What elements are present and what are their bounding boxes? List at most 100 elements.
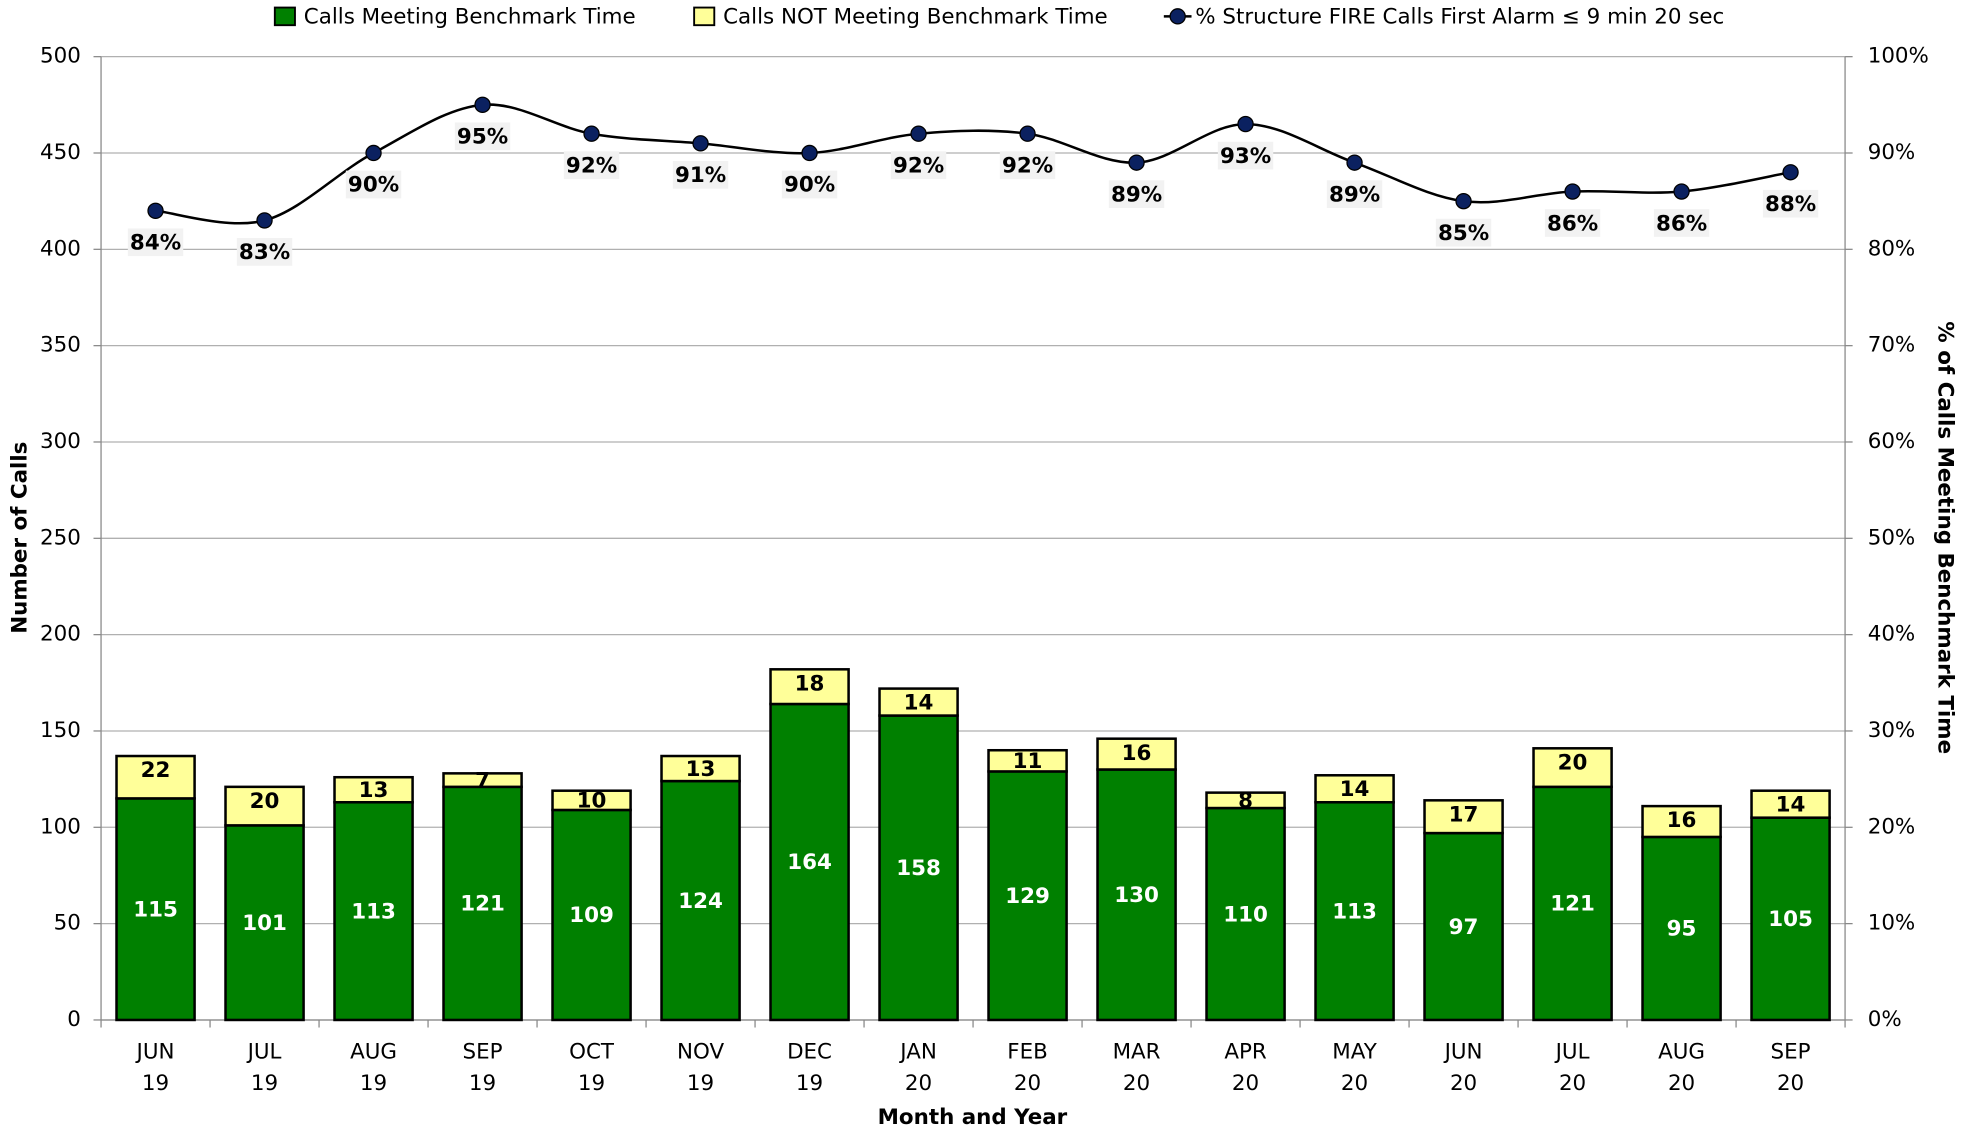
data-label: 20 [250,789,280,814]
marker [1673,183,1690,200]
data-label: 130 [1114,883,1159,908]
y-tick-label: 200 [40,622,81,647]
legend-swatch [273,6,296,27]
x-tick-label-line: 20 [1559,1071,1586,1096]
data-label-bg [454,122,511,151]
x-tick-label-line: 19 [251,1071,278,1096]
data-label: 115 [133,897,178,922]
y-tick-label: 150 [40,718,81,743]
data-label: 90% [348,173,399,198]
data-label-bg [1326,180,1383,208]
bar-segment [1641,804,1722,839]
marker [1237,115,1254,133]
bar-segment [224,824,305,1022]
marker [1782,164,1799,181]
bar-segment [987,770,1068,1022]
data-label: 16 [1122,741,1152,766]
x-tick-label: JUL 20 [1554,1040,1590,1096]
bar-segment [769,702,850,1022]
y2-tick-label: 70% [1868,333,1916,358]
bar-segment [551,789,632,812]
bar-segment [878,687,959,717]
x-tick-label-line: 19 [360,1071,387,1096]
data-label-bg [236,238,293,266]
legend-label: % Structure FIRE Calls First Alarm ≤ 9 m… [1195,5,1724,30]
data-label-bg [999,151,1056,180]
bar-segment [1205,791,1286,810]
data-label: 95% [457,125,508,150]
bar-segment [224,785,305,827]
x-tick-label: JAN 20 [898,1040,937,1096]
data-label: 14 [1776,792,1806,817]
data-label: 93% [1220,144,1271,169]
data-label-bg [127,228,184,257]
bar-segment [660,754,741,783]
x-tick-label-line: FEB [1007,1040,1048,1065]
y-tick-label: 300 [40,429,81,454]
y2-tick-label: 30% [1868,718,1916,743]
data-label: 95 [1667,917,1697,942]
y2-tick-label: 90% [1868,140,1916,165]
y2-tick-label: 80% [1868,236,1916,261]
marker [474,96,491,114]
bar-segment [1096,768,1177,1022]
y-tick-label: 450 [40,140,81,165]
data-label: 121 [1550,892,1595,917]
marker [365,144,382,162]
x-tick-label-line: JUL [246,1040,282,1065]
x-tick-label-line: MAR [1113,1040,1161,1065]
x-tick-label-line: JUN [135,1040,175,1065]
x-tick-label-line: 20 [1014,1071,1041,1096]
x-tick-label-line: JUN [1443,1040,1483,1065]
bar-segment [987,748,1068,773]
data-label: 10 [577,789,607,814]
data-label: 121 [460,892,505,917]
x-axis-title: Month and Year [878,1105,1068,1127]
x-tick-label-line: DEC [787,1040,832,1065]
data-label: 89% [1111,182,1162,207]
data-label: 89% [1329,182,1380,207]
data-label: 14 [1340,777,1370,802]
data-label-bg [1762,189,1819,218]
bar-segment [333,801,414,1022]
y2-tick-label: 0% [1868,1007,1902,1032]
marker [1346,154,1363,171]
y2-axis-title: % of Calls Meeting Benchmark Time [1933,321,1958,754]
x-tick-label-line: AUG [350,1040,397,1065]
bar-segment [333,775,414,804]
y-tick-label: 250 [40,525,81,550]
legend-label: Calls NOT Meeting Benchmark Time [723,5,1108,30]
data-label-bg [1108,180,1165,208]
data-label-bg [1435,218,1492,247]
line [155,103,1791,225]
x-tick-label-line: 20 [1232,1071,1259,1096]
y-tick-label: 350 [40,333,81,358]
data-label: 84% [130,231,181,256]
legend-label: Calls Meeting Benchmark Time [304,5,636,30]
marker [1128,154,1145,171]
x-tick-label-line: 20 [1777,1071,1804,1096]
data-label: 90% [784,173,835,198]
data-label-bg [890,151,947,180]
x-tick-label: SEP 20 [1771,1040,1811,1096]
data-label: 86% [1656,211,1707,236]
data-label: 13 [686,757,716,782]
data-label: 16 [1667,808,1697,833]
data-label: 124 [678,889,723,914]
bar-segment [1314,774,1395,804]
marker [1019,125,1036,142]
marker [583,125,600,142]
x-tick-label: AUG 20 [1658,1040,1705,1096]
data-label: 158 [896,856,941,881]
x-tick-label: JUN 20 [1443,1040,1483,1096]
bar-segment [551,808,632,1022]
y-tick-label: 50 [54,911,81,936]
legend-swatch [693,6,716,27]
y2-tick-label: 10% [1868,911,1916,936]
data-label: 109 [569,903,614,928]
y2-tick-label: 20% [1868,814,1916,839]
data-label: 92% [893,153,944,178]
data-label-bg [1653,209,1710,237]
data-label: 86% [1547,211,1598,236]
